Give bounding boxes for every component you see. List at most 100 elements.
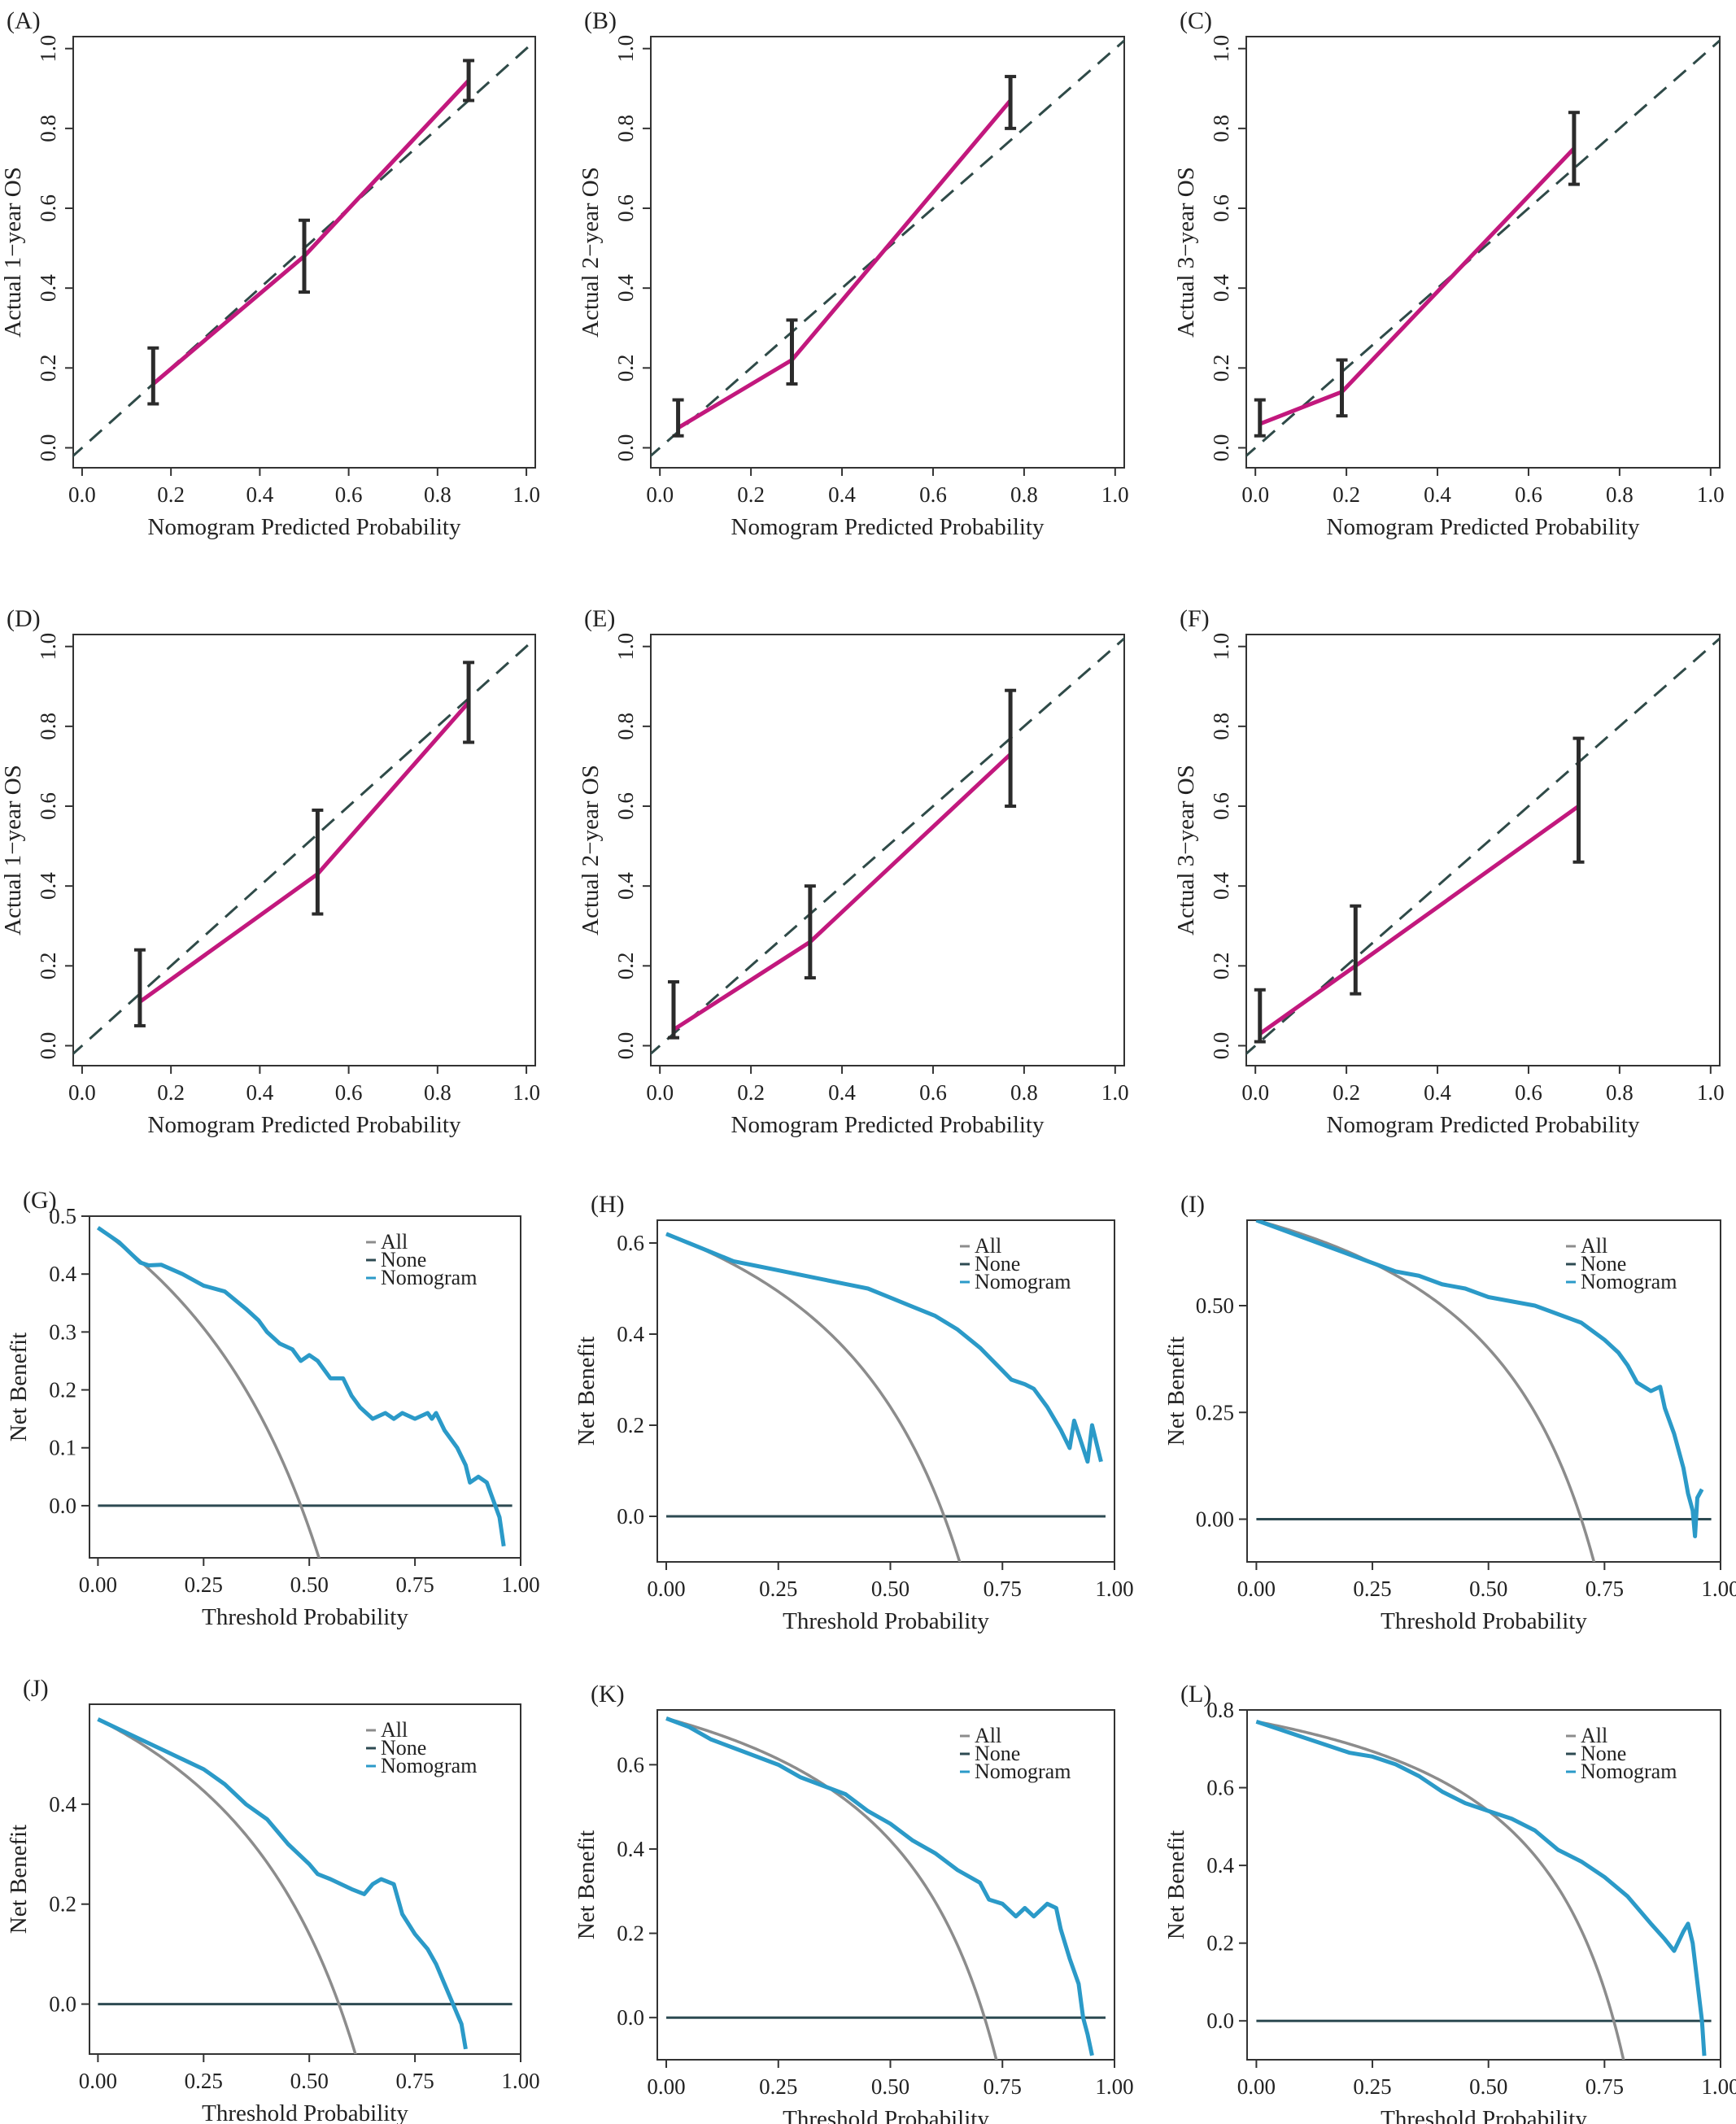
y-axis-title: Actual 3−year OS: [1173, 167, 1199, 338]
calibration-line: [151, 79, 470, 386]
plot-frame: [1245, 634, 1721, 1066]
x-tick-label: 0.4: [246, 482, 274, 507]
x-tick-label: 0.4: [828, 1080, 856, 1105]
x-tick-label: 0.0: [646, 482, 674, 507]
x-tick-label: 0.2: [157, 1080, 185, 1105]
plot-frame: [650, 36, 1125, 469]
panel-label: (B): [584, 7, 617, 34]
x-tick-label: 0.8: [424, 1080, 451, 1105]
x-tick-label: 0.25: [759, 2074, 797, 2099]
y-tick-label: 0.0: [1206, 2008, 1234, 2033]
x-tick-label: 1.0: [1101, 482, 1129, 507]
legend-label-all: All: [975, 1724, 1001, 1747]
nomogram-curve: [97, 1717, 468, 2050]
x-tick-label: 0.6: [919, 1080, 947, 1105]
y-tick-label: 0.6: [613, 194, 638, 222]
ideal-diagonal: [651, 636, 1124, 1056]
x-tick-label: 0.00: [1237, 1577, 1276, 1601]
treat-all-curve: [97, 1226, 321, 1558]
x-tick-label: 0.4: [246, 1080, 274, 1105]
x-tick-label: 1.00: [1095, 2074, 1133, 2099]
y-tick-label: 0.4: [49, 1792, 76, 1817]
panel-label: (E): [584, 605, 615, 632]
plot-frame: [656, 1219, 1115, 1563]
x-tick-label: 0.6: [1515, 1080, 1542, 1105]
y-tick-label: 0.8: [613, 115, 638, 142]
y-tick-label: 0.4: [36, 274, 60, 302]
nomogram-curve: [96, 1226, 506, 1547]
x-axis-title: Nomogram Predicted Probability: [731, 1112, 1045, 1138]
y-tick-label: 0.2: [617, 1413, 644, 1437]
y-tick-label: 1.0: [1209, 35, 1233, 63]
panel-j: (J) 0.00 0.25 0.50 0.75 1.00 0.0 0.2 0.4 Threshol…: [6, 1675, 540, 2124]
y-tick-label: 0.0: [617, 1504, 644, 1529]
x-axis-title: Nomogram Predicted Probability: [731, 514, 1045, 540]
x-tick-label: 0.00: [1237, 2074, 1276, 2099]
x-tick-label: 0.8: [424, 482, 451, 507]
nomogram-curve: [665, 1716, 1094, 2056]
x-tick-label: 0.0: [1241, 1080, 1269, 1105]
x-tick-label: 1.00: [1701, 2074, 1736, 2099]
panel-label: (J): [23, 1675, 49, 1702]
x-tick-label: 0.2: [1333, 482, 1360, 507]
y-tick-label: 0.0: [1209, 1032, 1233, 1060]
panel-label: (C): [1180, 7, 1212, 34]
x-axis-title: Threshold Probability: [1381, 1608, 1587, 1634]
y-tick-label: 0.0: [617, 2005, 644, 2030]
y-axis-title: Actual 1−year OS: [0, 167, 26, 338]
y-axis-title: Net Benefit: [1163, 1830, 1189, 1939]
x-tick-label: 0.00: [79, 1572, 117, 1597]
y-tick-label: 0.3: [49, 1319, 76, 1344]
calibration-line: [677, 98, 1013, 430]
x-tick-label: 0.8: [1010, 482, 1038, 507]
x-axis-title: Nomogram Predicted Probability: [148, 1112, 461, 1138]
x-tick-label: 0.6: [919, 482, 947, 507]
treat-all-curve: [1256, 1720, 1625, 2060]
plot-frame: [89, 1703, 521, 2055]
y-axis-title: Net Benefit: [574, 1830, 600, 1939]
x-axis-title: Nomogram Predicted Probability: [1327, 514, 1640, 540]
y-tick-label: 0.4: [617, 1837, 644, 1861]
calibration-line: [672, 752, 1012, 1031]
x-tick-label: 1.00: [1095, 1577, 1133, 1601]
y-tick-label: 1.0: [613, 633, 638, 661]
x-tick-label: 0.4: [1424, 482, 1451, 507]
y-tick-label: 0.8: [1209, 115, 1233, 142]
y-tick-label: 1.0: [36, 35, 60, 63]
y-tick-label: 0.6: [36, 792, 60, 820]
y-tick-label: 0.50: [1196, 1293, 1234, 1318]
x-tick-label: 0.75: [984, 1577, 1022, 1601]
legend-label-all: All: [381, 1718, 408, 1742]
y-tick-label: 0.00: [1196, 1507, 1234, 1532]
y-tick-label: 0.0: [36, 434, 60, 462]
legend-label-all: All: [1581, 1234, 1607, 1258]
x-axis-title: Threshold Probability: [202, 1604, 408, 1630]
y-tick-label: 1.0: [1209, 633, 1233, 661]
legend-label-all: All: [975, 1234, 1001, 1258]
y-tick-label: 0.4: [613, 274, 638, 302]
panel-label: (H): [591, 1191, 625, 1218]
y-tick-label: 0.2: [1206, 1931, 1234, 1956]
legend-label-nomogram: Nomogram: [381, 1754, 477, 1777]
nomogram-curve: [665, 1232, 1103, 1464]
y-tick-label: 0.2: [49, 1892, 76, 1917]
ideal-diagonal: [1246, 38, 1720, 458]
y-axis-title: Net Benefit: [6, 1332, 32, 1441]
x-tick-label: 0.75: [1586, 1577, 1624, 1601]
treat-all-curve: [1255, 1220, 1596, 1562]
y-tick-label: 0.0: [613, 434, 638, 462]
y-tick-label: 0.2: [1209, 952, 1233, 979]
x-tick-label: 1.0: [513, 1080, 540, 1105]
legend-label-none: None: [1581, 1252, 1626, 1276]
x-axis-title: Threshold Probability: [783, 2106, 989, 2124]
x-tick-label: 0.25: [1353, 1577, 1391, 1601]
legend-label-all: All: [1581, 1724, 1607, 1747]
legend-label-none: None: [1581, 1742, 1626, 1765]
treat-all-curve: [665, 1716, 998, 2060]
y-tick-label: 0.4: [613, 872, 638, 900]
y-tick-label: 1.0: [36, 633, 60, 661]
y-tick-label: 0.2: [36, 354, 60, 382]
x-tick-label: 0.8: [1010, 1080, 1038, 1105]
y-tick-label: 1.0: [613, 35, 638, 63]
panel-h: (H) 0.00 0.25 0.50 0.75 1.00 0.0 0.2 0.4 0.6 Thres…: [574, 1191, 1134, 1634]
